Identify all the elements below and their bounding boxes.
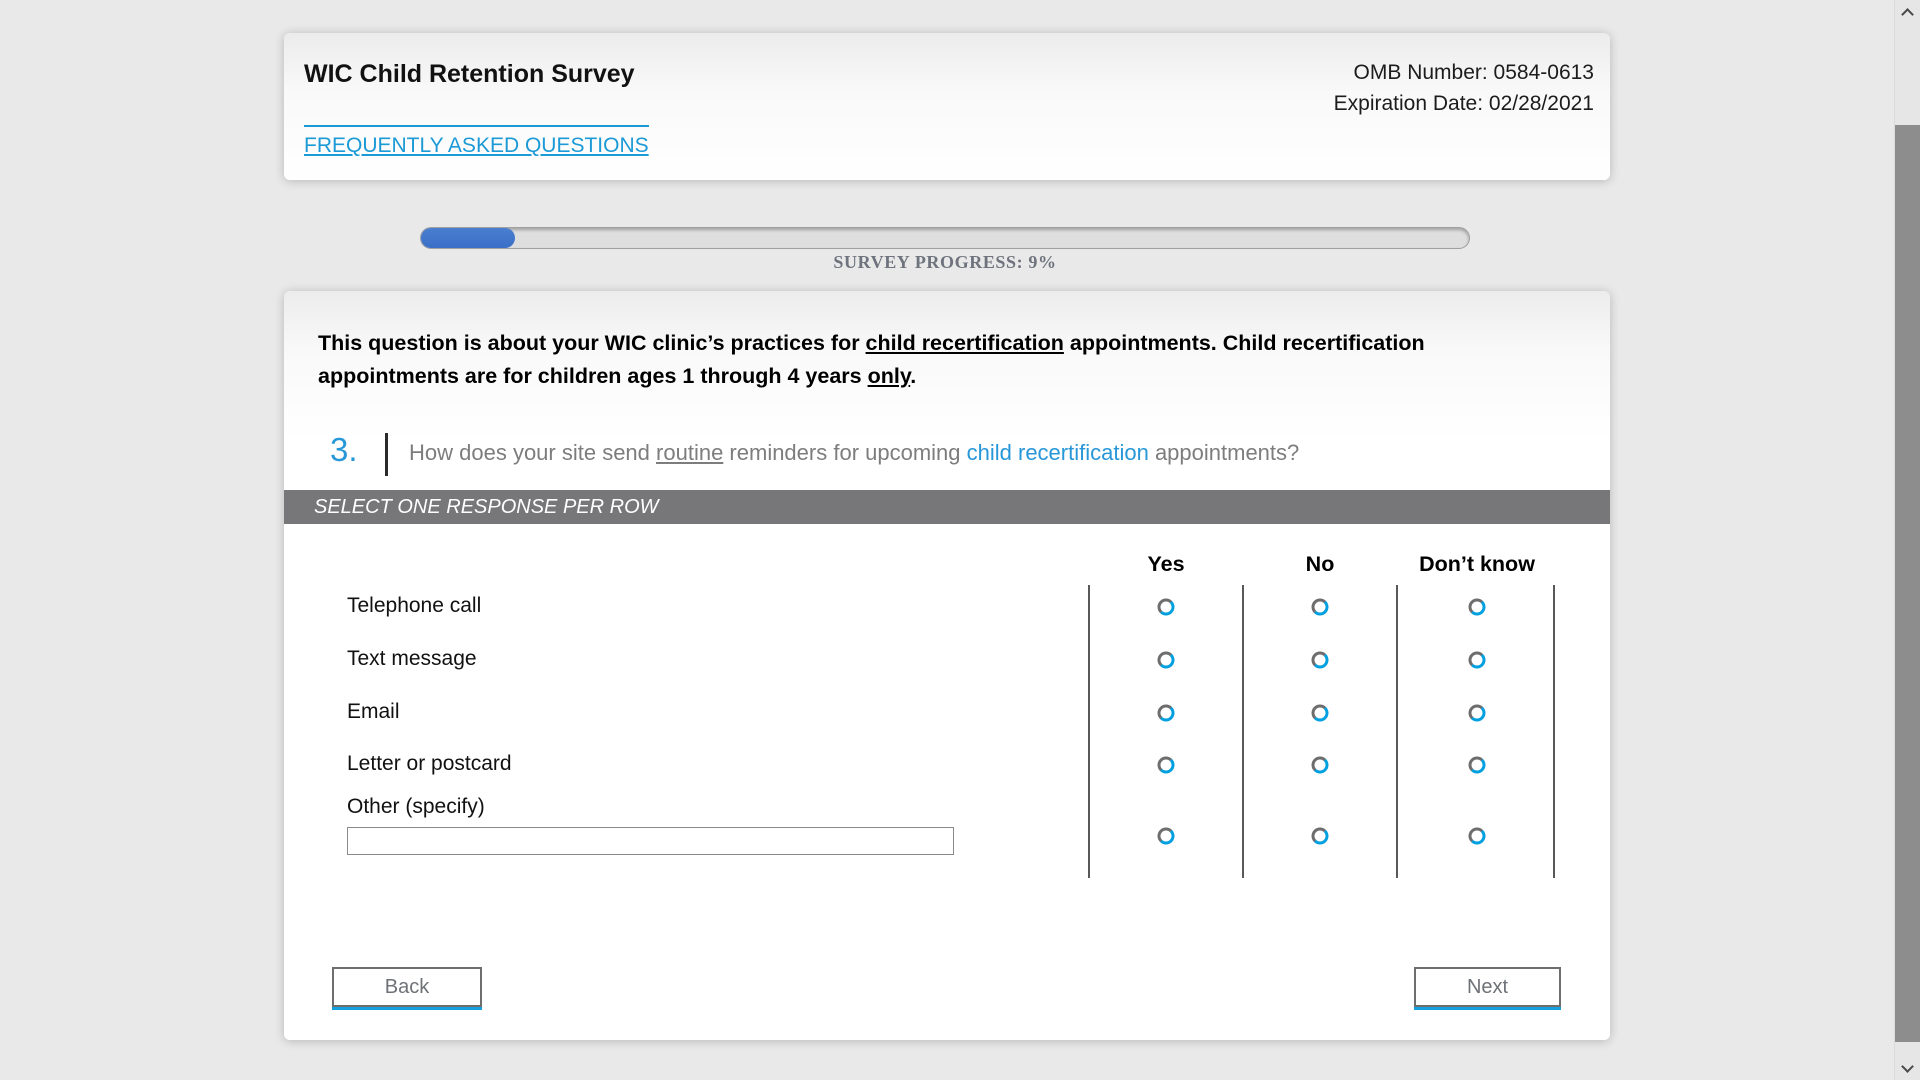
expiration-date: Expiration Date: 02/28/2021 (1333, 92, 1594, 115)
scrollbar-thumb[interactable] (1895, 125, 1920, 1042)
radio-other-no[interactable] (1311, 827, 1329, 845)
progress-bar (420, 227, 1470, 249)
intro-underline-child-recertification: child recertification (865, 331, 1064, 355)
question-divider-bar (385, 433, 388, 476)
scroll-down-icon[interactable] (1901, 1060, 1914, 1073)
radio-text-message-yes[interactable] (1157, 651, 1175, 669)
column-divider (1396, 585, 1398, 878)
question-underline-routine: routine (656, 440, 724, 465)
radio-letter-or-postcard-yes[interactable] (1157, 756, 1175, 774)
row-label-other-specify: Other (specify) (347, 795, 485, 818)
question-link-child-recertification[interactable]: child recertification (966, 440, 1149, 465)
radio-telephone-call-yes[interactable] (1157, 598, 1175, 616)
column-header-yes: Yes (1147, 552, 1185, 576)
back-button[interactable]: Back (332, 967, 482, 1007)
radio-email-yes[interactable] (1157, 704, 1175, 722)
row-label-text-message: Text message (347, 647, 477, 670)
column-divider (1088, 585, 1090, 878)
progress-fill (421, 228, 516, 248)
radio-other-yes[interactable] (1157, 827, 1175, 845)
column-header-no: No (1305, 552, 1335, 576)
radio-text-message-no[interactable] (1311, 651, 1329, 669)
column-divider (1242, 585, 1244, 878)
radio-other-dont-know[interactable] (1468, 827, 1486, 845)
radio-telephone-call-no[interactable] (1311, 598, 1329, 616)
radio-letter-or-postcard-no[interactable] (1311, 756, 1329, 774)
page-title: WIC Child Retention Survey (304, 60, 635, 88)
instruction-text: SELECT ONE RESPONSE PER ROW (314, 495, 659, 518)
question-card: This question is about your WIC clinic’s… (284, 291, 1610, 1040)
other-specify-input[interactable] (347, 827, 954, 855)
row-label-email: Email (347, 700, 400, 723)
radio-email-no[interactable] (1311, 704, 1329, 722)
radio-email-dont-know[interactable] (1468, 704, 1486, 722)
question-text: How does your site send routine reminder… (409, 440, 1300, 465)
next-button[interactable]: Next (1414, 967, 1561, 1007)
radio-letter-or-postcard-dont-know[interactable] (1468, 756, 1486, 774)
progress-label: SURVEY PROGRESS: 9% (833, 252, 1057, 272)
vertical-scrollbar[interactable] (1894, 0, 1920, 1080)
faq-link[interactable]: FREQUENTLY ASKED QUESTIONS (304, 125, 649, 158)
question-intro: This question is about your WIC clinic’s… (318, 331, 1425, 388)
radio-text-message-dont-know[interactable] (1468, 651, 1486, 669)
column-header-dont-know: Don’t know (1419, 552, 1535, 576)
intro-underline-only: only (867, 364, 911, 388)
question-number: 3. (330, 431, 358, 468)
instruction-bar: SELECT ONE RESPONSE PER ROW (284, 490, 1610, 524)
omb-number: OMB Number: 0584-0613 (1353, 61, 1594, 84)
radio-telephone-call-dont-know[interactable] (1468, 598, 1486, 616)
column-divider (1553, 585, 1555, 878)
row-label-letter-or-postcard: Letter or postcard (347, 752, 512, 775)
omb-info: OMB Number: 0584-0613 Expiration Date: 0… (1334, 57, 1594, 119)
row-label-telephone-call: Telephone call (347, 594, 482, 617)
header-card: WIC Child Retention Survey FREQUENTLY AS… (284, 33, 1610, 180)
scroll-up-icon[interactable] (1901, 8, 1914, 21)
